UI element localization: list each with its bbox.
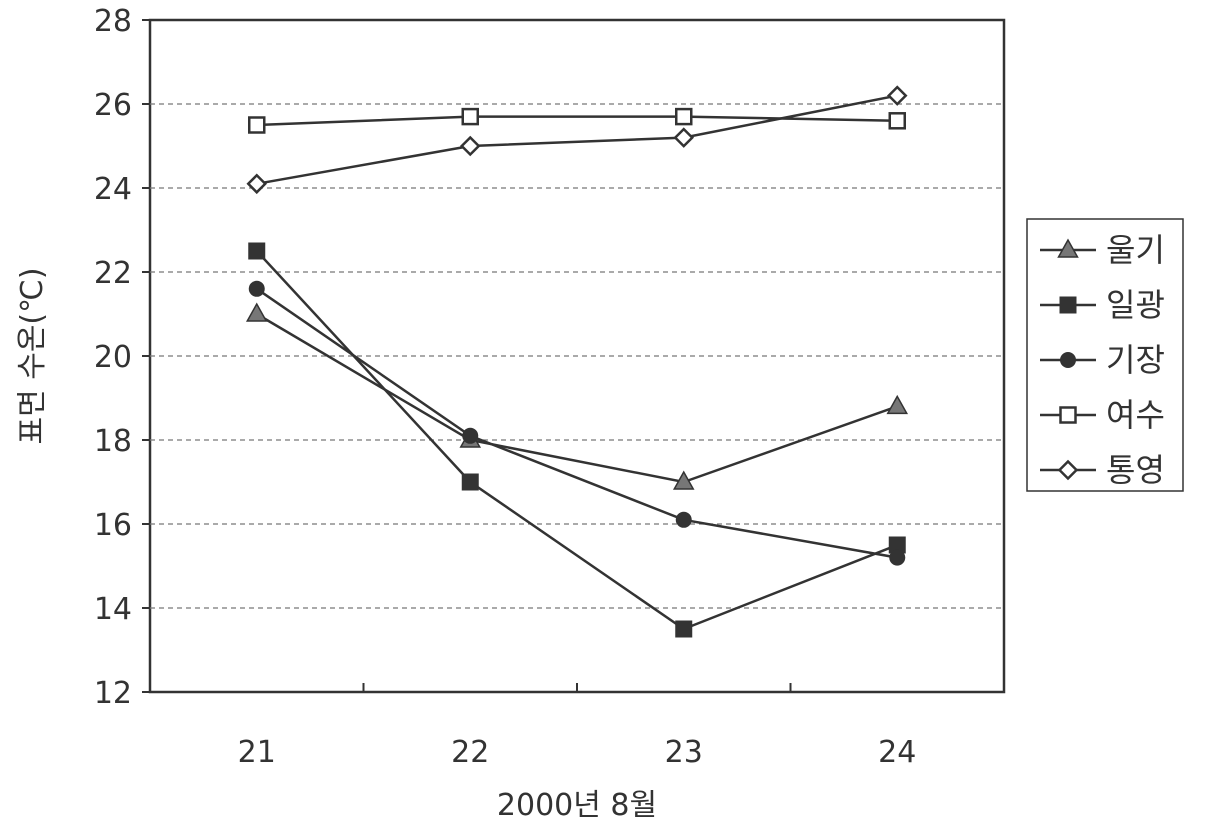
y-tick-label: 24 xyxy=(94,172,132,207)
data-point xyxy=(673,127,695,148)
x-tick-label: 21 xyxy=(238,735,276,770)
legend-marker xyxy=(1059,296,1077,314)
gridlines xyxy=(150,103,1004,609)
legend-marker xyxy=(1059,406,1077,424)
data-point xyxy=(461,473,479,491)
y-tick-label: 16 xyxy=(94,508,132,543)
legend-marker xyxy=(1057,459,1079,481)
series-3 xyxy=(248,280,906,566)
series-line xyxy=(256,94,898,186)
data-point xyxy=(248,242,266,260)
legend-box xyxy=(1026,218,1184,492)
y-tick-label: 22 xyxy=(94,256,132,291)
series-line xyxy=(256,312,898,484)
legend-label: 통영 xyxy=(1106,451,1165,489)
series-line xyxy=(256,287,898,559)
data-point xyxy=(675,511,692,528)
series-1 xyxy=(245,302,909,490)
legend-item: 통영 xyxy=(1040,451,1165,489)
y-tick-label: 20 xyxy=(94,340,132,375)
legend-marker xyxy=(1060,352,1076,368)
legend-label: 기장 xyxy=(1106,341,1165,379)
y-tick-label: 28 xyxy=(94,4,132,39)
legend-label: 여수 xyxy=(1106,396,1165,434)
data-point xyxy=(461,107,479,126)
y-tick-label: 26 xyxy=(94,88,132,123)
legend-item: 여수 xyxy=(1040,396,1165,434)
series-5 xyxy=(246,85,908,195)
series-2 xyxy=(248,242,906,638)
y-tick-label: 14 xyxy=(94,592,132,627)
data-point xyxy=(248,280,265,297)
data-point xyxy=(245,302,268,322)
legend-label: 울기 xyxy=(1106,231,1165,269)
series-group xyxy=(245,85,909,638)
data-point xyxy=(248,116,266,134)
x-tick-label: 24 xyxy=(878,735,916,770)
legend-item: 기장 xyxy=(1040,341,1165,379)
series-4 xyxy=(248,107,906,134)
y-axis-ticks: 12 14 16 18 20 22 24 26 28 xyxy=(94,4,150,711)
data-point xyxy=(888,536,906,554)
legend-item: 일광 xyxy=(1040,286,1165,324)
x-axis-title: 2000년 8월 xyxy=(497,788,657,823)
x-tick-label: 23 xyxy=(665,735,703,770)
y-tick-label: 18 xyxy=(94,424,132,459)
data-point xyxy=(675,107,693,126)
data-point xyxy=(246,173,268,195)
legend-label: 일광 xyxy=(1106,286,1165,324)
legend-item: 울기 xyxy=(1040,231,1165,269)
series-line xyxy=(256,115,898,127)
data-point xyxy=(459,135,481,157)
data-point xyxy=(889,549,906,566)
data-point xyxy=(675,620,693,638)
data-point xyxy=(888,112,906,130)
series-line xyxy=(255,250,898,631)
legend-marker xyxy=(1057,238,1079,258)
x-tick-label: 22 xyxy=(451,735,489,770)
data-point xyxy=(462,427,479,444)
x-axis-ticks: 21 22 23 24 xyxy=(238,683,916,770)
y-tick-label: 12 xyxy=(94,676,132,711)
data-point xyxy=(886,85,908,106)
data-point xyxy=(672,470,695,490)
data-point xyxy=(886,394,909,415)
y-axis-title: 표면 수온(℃) xyxy=(15,267,50,444)
